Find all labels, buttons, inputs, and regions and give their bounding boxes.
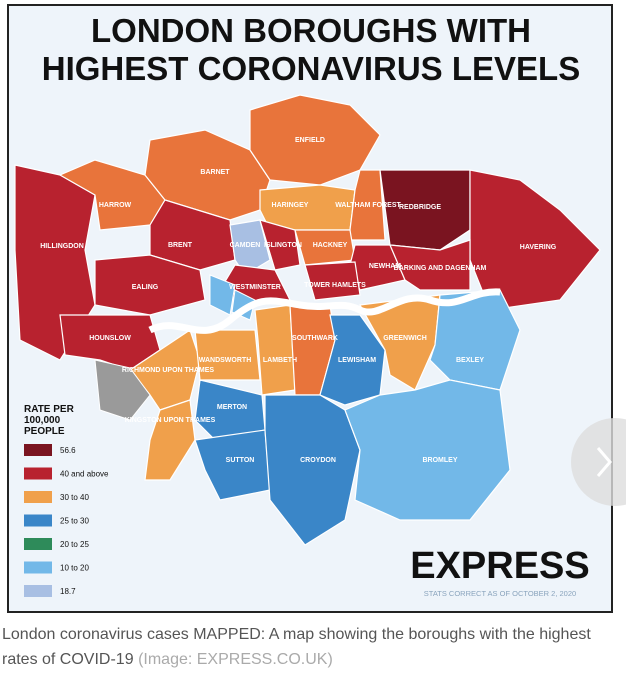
legend-label: 10 to 20 (60, 564, 89, 573)
legend-swatch (24, 491, 52, 503)
map-image: HILLINGDON HARROW BARNET ENFIELD HARINGEY WAL… (7, 4, 626, 613)
borough-label: WALTHAM FOREST (335, 202, 401, 209)
legend-swatch (24, 561, 52, 574)
borough-label: BEXLEY (456, 357, 484, 364)
legend-swatch (24, 585, 52, 597)
borough-shape (194, 429, 271, 501)
next-arrow[interactable] (596, 447, 612, 477)
legend-swatch (24, 538, 52, 550)
legend-title: PEOPLE (24, 426, 65, 437)
borough-label: WANDSWORTH (199, 357, 252, 364)
borough-label: LEWISHAM (338, 357, 376, 364)
borough-label: ENFIELD (295, 137, 325, 144)
borough-label: TOWER HAMLETS (304, 282, 366, 289)
borough-shape (209, 274, 236, 316)
borough-label: SOUTHWARK (292, 335, 338, 342)
borough-shape (254, 304, 296, 396)
borough-label: NEWHAM (369, 263, 401, 270)
borough-shape (259, 219, 301, 271)
image-credit: (Image: EXPRESS.CO.UK) (138, 651, 333, 668)
borough-label: KINGSTON UPON THAMES (125, 417, 216, 424)
legend-swatch (24, 444, 52, 456)
legend-label: 25 to 30 (60, 517, 89, 526)
labels: HILLINGDON HARROW BARNET ENFIELD HARINGEY WAL… (40, 137, 557, 464)
title-line: HIGHEST CORONAVIRUS LEVELS (42, 50, 580, 87)
legend-label: 18.7 (60, 587, 76, 596)
borough-label: CROYDON (300, 457, 336, 464)
borough-shape (129, 329, 201, 411)
borough-label: REDBRIDGE (399, 204, 441, 211)
title-line: LONDON BOROUGHS WITH (91, 12, 531, 49)
legend-label: 40 and above (60, 470, 109, 479)
legend-label: 30 to 40 (60, 493, 89, 502)
borough-shape (379, 169, 471, 251)
borough-label: BARKING AND DAGENHAM (394, 265, 487, 272)
borough-label: HOUNSLOW (89, 335, 131, 342)
borough-shape (264, 394, 361, 546)
borough-label: BRENT (168, 242, 193, 249)
logo: EXPRESS (410, 545, 590, 587)
legend-swatch (24, 467, 52, 480)
borough-label: LAMBETH (263, 357, 297, 364)
borough-label: WESTMINSTER (229, 284, 281, 291)
stats-note: STATS CORRECT AS OF OCTOBER 2, 2020 (424, 589, 576, 598)
borough-label: ISLINGTON (264, 242, 302, 249)
borough-shape (94, 254, 206, 316)
caption: London coronavirus cases MAPPED: A map s… (2, 622, 617, 672)
next-button[interactable] (571, 418, 626, 506)
borough-shape (94, 359, 151, 421)
borough-label: HACKNEY (313, 242, 348, 249)
borough-label: HARINGEY (272, 202, 309, 209)
river-thames (148, 288, 501, 334)
borough-label: CAMDEN (230, 242, 261, 249)
borough-shape (144, 399, 196, 481)
legend-title: 100,000 (24, 415, 61, 426)
borough-label: HAVERING (520, 244, 557, 251)
borough-shape (344, 379, 511, 521)
caption-text: London coronavirus cases MAPPED: A map s… (2, 626, 591, 668)
borough-shape (389, 239, 471, 291)
legend-title: RATE PER (24, 404, 75, 415)
borough-shape (319, 314, 386, 406)
borough-label: HILLINGDON (40, 243, 84, 250)
borough-label: BROMLEY (423, 457, 458, 464)
legend-label: 20 to 25 (60, 540, 89, 549)
legend-label: 56.6 (60, 446, 76, 455)
borough-label: GREENWICH (383, 335, 427, 342)
borough-label: BARNET (200, 169, 230, 176)
borough-label: EALING (132, 284, 159, 291)
legend-swatch (24, 514, 52, 527)
borough-label: HARROW (99, 202, 132, 209)
borough-label: RICHMOND UPON THAMES (122, 367, 214, 374)
boroughs (14, 94, 601, 546)
borough-shape (194, 329, 261, 381)
borough-shape (304, 261, 361, 301)
borough-label: SUTTON (226, 457, 255, 464)
borough-shape (249, 94, 381, 186)
borough-label: MERTON (217, 404, 247, 411)
